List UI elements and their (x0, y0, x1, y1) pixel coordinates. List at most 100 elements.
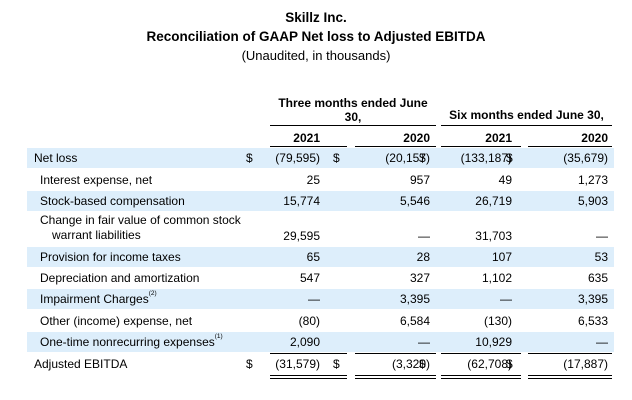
row-label-text: Interest expense, net (40, 173, 153, 187)
currency-symbol: $ (506, 357, 513, 371)
cell-stock-based-compensation-q2020: 5,546 (399, 194, 430, 208)
cell-provision-income-taxes-h2020: 53 (594, 250, 608, 264)
cell-provision-income-taxes-q2021: 65 (306, 250, 320, 264)
cell-one-time-nonrecurring-h2021: 10,929 (475, 335, 512, 349)
row-label-text: Net loss (34, 151, 78, 165)
year-header-underline (528, 146, 612, 147)
cell-stock-based-compensation-q2021: 15,774 (283, 194, 320, 208)
row-label-impairment-charges: Impairment Charges(2) (40, 290, 157, 306)
cell-adjusted-ebitda-q2020: (3,320) (391, 357, 430, 371)
currency-symbol: $ (419, 357, 426, 371)
cell-impairment-charges-h2020: 3,395 (577, 292, 608, 306)
cell-net-loss-h2021: (133,187) (460, 151, 512, 165)
company-name: Skillz Inc. (285, 10, 347, 25)
total-double-rule (441, 375, 521, 379)
row-label-depreciation-amortization: Depreciation and amortization (40, 271, 199, 285)
cell-net-loss-q2020: (20,157) (385, 151, 430, 165)
table-row: Change in fair value of common stock warr… (27, 212, 614, 246)
row-label-net-loss: Net loss (34, 151, 77, 165)
year-header-underline (441, 146, 521, 147)
cell-other-income-expense-h2020: 6,533 (577, 314, 608, 328)
subtotal-rule (270, 353, 347, 354)
currency-symbol: $ (246, 357, 253, 371)
row-label-text: Impairment Charges (40, 292, 149, 306)
table-row: Adjusted EBITDA $ (31,579) $ (3,320) $ (62,708… (27, 354, 614, 376)
cell-impairment-charges-q2020: 3,395 (399, 292, 430, 306)
cell-depreciation-amortization-q2020: 327 (409, 271, 430, 285)
cell-other-income-expense-q2021: (80) (298, 314, 320, 328)
cell-stock-based-compensation-h2020: 5,903 (577, 194, 608, 208)
cell-adjusted-ebitda-h2021: (62,708) (467, 357, 512, 371)
cell-one-time-nonrecurring-h2020: — (596, 335, 608, 349)
table-row: Net loss $ (79,595) $ (20,157) $ (133,187) $ (35… (27, 148, 614, 168)
cell-net-loss-q2021: (79,595) (275, 151, 320, 165)
row-label-provision-income-taxes: Provision for income taxes (40, 250, 181, 264)
footnote-marker: (1) (214, 333, 223, 340)
cell-depreciation-amortization-h2020: 635 (587, 271, 608, 285)
year-header-q-2020: 2020 (403, 131, 430, 145)
cell-interest-expense-h2021: 49 (498, 173, 512, 187)
row-label-text: Depreciation and amortization (40, 271, 200, 285)
row-label-stock-based-compensation: Stock-based compensation (40, 194, 185, 208)
cell-impairment-charges-q2021: — (308, 292, 320, 306)
cell-net-loss-h2020: (35,679) (563, 151, 608, 165)
cell-depreciation-amortization-h2021: 1,102 (481, 271, 512, 285)
cell-provision-income-taxes-h2021: 107 (491, 250, 512, 264)
currency-symbol: $ (506, 151, 513, 165)
cell-warrant-fair-value-change-h2021: 31,703 (475, 229, 512, 243)
cell-other-income-expense-h2021: (130) (483, 314, 512, 328)
row-label-other-income-expense: Other (income) expense, net (40, 314, 192, 328)
cell-adjusted-ebitda-h2020: (17,887) (563, 357, 608, 371)
period-header-three-months: Three months ended June 30, (278, 96, 428, 124)
cell-warrant-fair-value-change-q2021: 29,595 (283, 229, 320, 243)
table-row: Provision for income taxes 65 28 107 53 (27, 247, 614, 267)
table-row: Impairment Charges(2) — 3,395 — 3,395 (27, 289, 614, 309)
row-label-text: Stock-based compensation (40, 194, 185, 208)
row-label-line1: Change in fair value of common stock (40, 213, 241, 227)
row-label-text: One-time nonrecurring expenses (40, 335, 215, 349)
row-label-text: Provision for income taxes (40, 250, 181, 264)
cell-adjusted-ebitda-q2021: (31,579) (275, 357, 320, 371)
row-label-text: Other (income) expense, net (40, 314, 193, 328)
subtotal-rule (441, 353, 521, 354)
report-title: Reconciliation of GAAP Net loss to Adjus… (146, 29, 486, 44)
period-header-underline (270, 125, 436, 126)
total-double-rule (355, 375, 436, 379)
cell-stock-based-compensation-h2021: 26,719 (475, 194, 512, 208)
cell-impairment-charges-h2021: — (500, 292, 512, 306)
currency-symbol: $ (419, 151, 426, 165)
table-row: Other (income) expense, net (80) 6,584 (130… (27, 311, 614, 331)
currency-symbol: $ (333, 357, 340, 371)
year-header-h-2021: 2021 (485, 131, 512, 145)
period-header-underline (441, 125, 612, 126)
cell-provision-income-taxes-q2020: 28 (416, 250, 430, 264)
cell-interest-expense-q2020: 957 (409, 173, 430, 187)
cell-interest-expense-q2021: 25 (306, 173, 320, 187)
cell-interest-expense-h2020: 1,273 (577, 173, 608, 187)
cell-warrant-fair-value-change-h2020: — (596, 229, 608, 243)
report-subtitle: (Unaudited, in thousands) (241, 48, 391, 63)
total-double-rule (270, 375, 347, 379)
cell-depreciation-amortization-q2021: 547 (299, 271, 320, 285)
row-label-interest-expense: Interest expense, net (40, 173, 152, 187)
table-row: One-time nonrecurring expenses(1) 2,090 — 1… (27, 332, 614, 352)
total-double-rule (528, 375, 612, 379)
cell-other-income-expense-q2020: 6,584 (399, 314, 430, 328)
subtotal-rule (355, 353, 436, 354)
year-header-underline (355, 146, 436, 147)
table-row: Interest expense, net 25 957 49 1,273 (27, 170, 614, 190)
currency-symbol: $ (333, 151, 340, 165)
row-label-text: Adjusted EBITDA (34, 357, 128, 371)
subtotal-rule (528, 353, 612, 354)
table-row: Stock-based compensation 15,774 5,546 26,71… (27, 191, 614, 211)
row-label-warrant-fair-value-change: Change in fair value of common stock warr… (40, 213, 241, 243)
year-header-q-2021: 2021 (293, 131, 320, 145)
currency-symbol: $ (246, 151, 253, 165)
row-label-adjusted-ebitda: Adjusted EBITDA (34, 357, 127, 371)
cell-one-time-nonrecurring-q2021: 2,090 (289, 335, 320, 349)
cell-one-time-nonrecurring-q2020: — (418, 335, 430, 349)
row-label-one-time-nonrecurring: One-time nonrecurring expenses(1) (40, 333, 223, 349)
year-header-underline (270, 146, 347, 147)
table-row: Depreciation and amortization 547 327 1,102… (27, 268, 614, 288)
period-header-six-months: Six months ended June 30, (449, 108, 604, 122)
